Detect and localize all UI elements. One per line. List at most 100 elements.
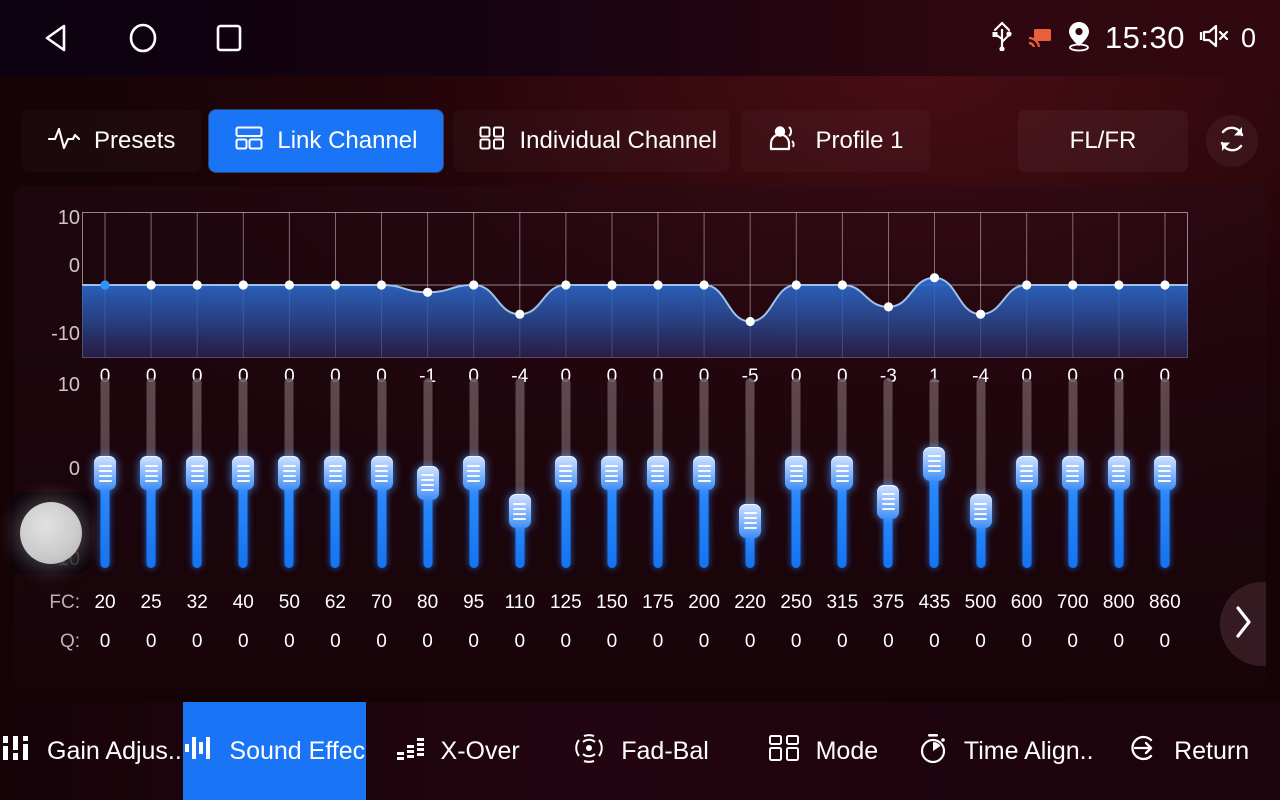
q-value[interactable]: 0 [652,631,664,652]
band-slider[interactable] [266,378,312,568]
fc-value[interactable]: 150 [596,592,628,613]
slider-thumb[interactable] [646,456,669,490]
band-slider[interactable] [312,378,358,568]
q-value[interactable]: 0 [514,631,526,652]
fc-value[interactable]: 435 [918,592,951,613]
slider-thumb[interactable] [554,456,577,490]
bottom-nav-sound-effect[interactable]: Sound Effec [182,702,366,800]
bottom-nav-fad-bal[interactable]: Fad-Bal [549,702,732,800]
slider-thumb[interactable] [1015,456,1038,490]
bottom-nav-return[interactable]: Return [1097,702,1280,800]
q-value[interactable]: 0 [560,631,572,652]
bottom-nav-mode[interactable]: Mode [731,702,914,800]
bottom-nav-x-over[interactable]: X-Over [366,702,549,800]
q-value[interactable]: 0 [237,631,249,652]
q-value[interactable]: 0 [1113,631,1125,652]
fc-value[interactable]: 25 [140,592,162,613]
slider-track[interactable] [883,378,893,568]
q-value[interactable]: 0 [1067,631,1078,652]
slider-thumb[interactable] [278,456,301,490]
slider-track[interactable] [745,378,755,568]
slider-thumb[interactable] [1107,456,1130,490]
band-slider[interactable] [497,378,543,568]
fc-value[interactable]: 375 [872,592,905,613]
tab-individual-channel[interactable]: Individual Channel [453,110,729,172]
slider-thumb[interactable] [370,456,393,490]
slider-thumb[interactable] [416,465,439,500]
band-slider[interactable] [543,378,589,568]
q-value[interactable]: 0 [1159,631,1171,652]
home-icon[interactable] [126,21,160,55]
q-value[interactable]: 0 [698,631,710,652]
fc-value[interactable]: 50 [278,592,300,613]
fc-value[interactable]: 40 [232,592,254,613]
q-value[interactable]: 0 [468,631,479,652]
tab-presets[interactable]: Presets [22,110,201,172]
band-slider[interactable] [773,378,819,568]
q-value[interactable]: 0 [1021,631,1032,652]
q-value[interactable]: 0 [929,631,940,652]
fc-value[interactable]: 250 [780,592,813,613]
recents-icon[interactable] [212,21,246,55]
slider-track[interactable] [515,378,525,568]
fc-value[interactable]: 175 [642,592,674,613]
q-value[interactable]: 0 [606,631,618,652]
fc-value[interactable]: 315 [826,592,859,613]
q-value[interactable]: 0 [790,631,802,652]
q-value[interactable]: 0 [837,631,848,652]
fc-value[interactable]: 200 [688,592,720,613]
slider-thumb[interactable] [140,456,163,490]
fc-value[interactable]: 80 [417,592,439,613]
q-value[interactable]: 0 [191,631,203,652]
fc-value[interactable]: 95 [463,592,485,613]
band-slider[interactable] [589,378,635,568]
slider-thumb[interactable] [232,456,255,490]
q-value[interactable]: 0 [744,631,756,652]
fc-value[interactable]: 70 [370,592,393,613]
slider-thumb[interactable] [969,494,992,528]
q-value[interactable]: 0 [284,631,295,652]
slider-thumb[interactable] [600,456,623,490]
fc-value[interactable]: 500 [964,592,997,613]
band-slider[interactable] [82,378,128,568]
slider-thumb[interactable] [508,494,531,528]
q-value[interactable]: 0 [145,631,157,652]
tab-profile[interactable]: Profile 1 [741,110,929,172]
band-slider[interactable] [911,378,957,568]
band-slider[interactable] [358,378,404,568]
bottom-nav-gain-adjust[interactable]: Gain Adjus.. [0,702,183,800]
q-value[interactable]: 0 [330,631,341,652]
band-slider[interactable] [1050,378,1096,568]
band-slider[interactable] [128,378,174,568]
band-slider[interactable] [635,378,681,568]
bottom-nav-time-align[interactable]: Time Align.. [914,702,1097,800]
fc-value[interactable]: 220 [734,592,766,613]
slider-thumb[interactable] [324,456,347,490]
fc-value[interactable]: 62 [324,592,346,613]
fc-value[interactable]: 32 [186,592,208,613]
band-slider[interactable] [220,378,266,568]
q-value[interactable]: 0 [376,631,387,652]
slider-thumb[interactable] [739,503,762,538]
band-slider[interactable] [957,378,1003,568]
back-icon[interactable] [40,21,74,55]
slider-thumb[interactable] [877,484,900,519]
band-slider[interactable] [174,378,220,568]
band-slider[interactable] [451,378,497,568]
band-slider[interactable] [865,378,911,568]
band-slider[interactable] [819,378,865,568]
band-slider[interactable] [1142,378,1188,568]
reset-button[interactable] [1206,115,1258,167]
slider-thumb[interactable] [831,456,854,490]
band-slider[interactable] [405,378,451,568]
fc-value[interactable]: 600 [1010,592,1043,613]
eq-curve-plot[interactable] [82,212,1188,358]
slider-thumb[interactable] [1061,456,1084,490]
band-slider[interactable] [727,378,773,568]
slider-thumb[interactable] [1153,456,1176,490]
fc-value[interactable]: 125 [549,592,582,613]
fc-value[interactable]: 860 [1148,592,1181,613]
slider-thumb[interactable] [693,456,716,490]
q-value[interactable]: 0 [975,631,986,652]
q-value[interactable]: 0 [99,631,111,652]
